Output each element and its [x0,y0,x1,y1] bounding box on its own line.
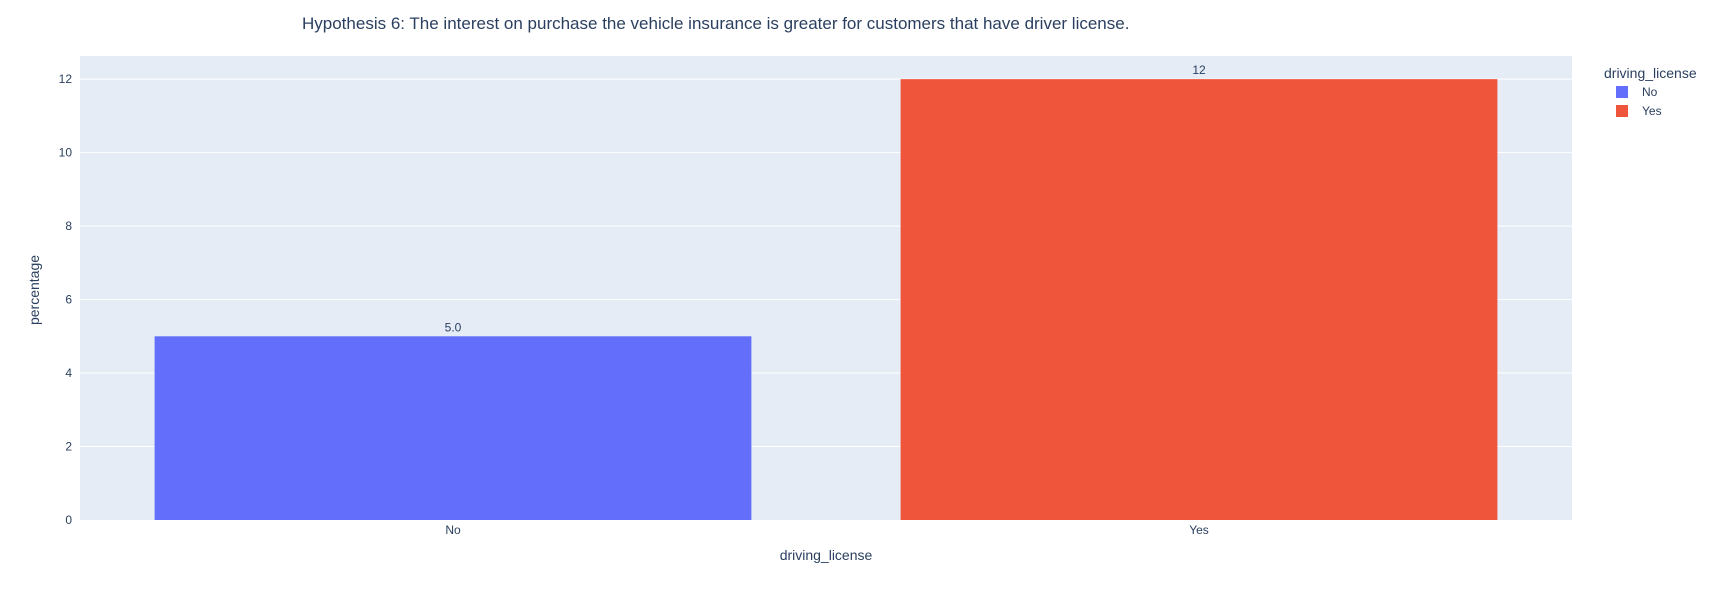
chart-title: Hypothesis 6: The interest on purchase t… [302,14,1129,33]
y-tick-label: 10 [59,146,73,160]
bars [154,79,1498,520]
y-tick-label: 0 [65,513,72,527]
x-tick-label: No [445,523,461,537]
legend-title: driving_license [1604,65,1697,81]
legend-label-no[interactable]: No [1642,85,1658,99]
y-tick-label: 12 [59,72,73,86]
legend-label-yes[interactable]: Yes [1642,104,1662,118]
x-axis-title: driving_license [780,547,873,563]
x-tick-label: Yes [1189,523,1209,537]
y-tick-label: 2 [65,440,72,454]
legend-swatch-no[interactable] [1616,86,1628,98]
bar-no[interactable] [154,336,752,520]
y-axis-title: percentage [26,255,42,325]
y-tick-label: 6 [65,293,72,307]
y-tick-label: 4 [65,366,72,380]
data-labels: 5.0 12 [445,63,1206,334]
data-label: 5.0 [445,320,462,334]
legend: driving_license No Yes [1604,65,1697,118]
x-axis-ticks: No Yes [445,523,1208,537]
y-tick-label: 8 [65,219,72,233]
y-axis-ticks: 0 2 4 6 8 10 12 [59,72,73,527]
data-label: 12 [1192,63,1206,77]
bar-yes[interactable] [900,79,1498,520]
legend-swatch-yes[interactable] [1616,105,1628,117]
